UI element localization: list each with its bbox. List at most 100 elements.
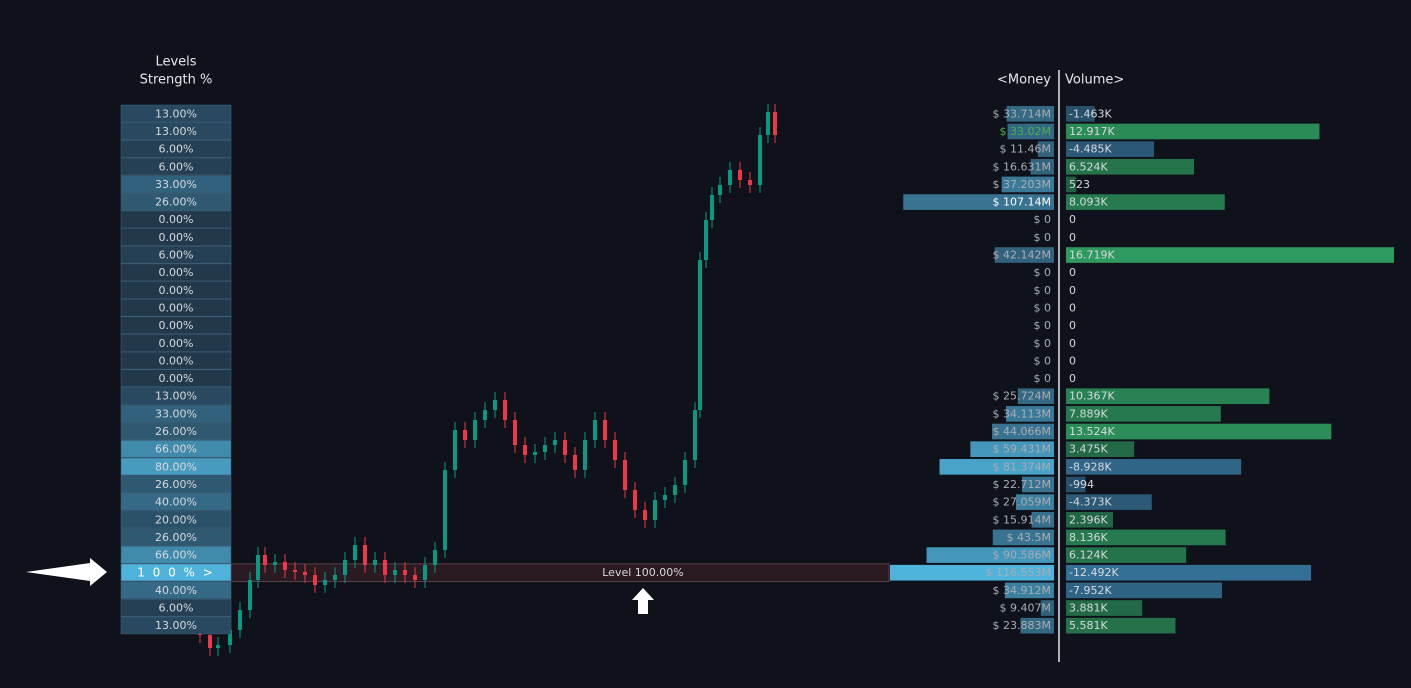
strength-cell <box>120 492 232 511</box>
volume-bar <box>1066 459 1242 475</box>
strength-label: 66.00% <box>155 443 197 456</box>
volume-label: 0 <box>1069 266 1076 279</box>
money-label: $ 33.02M <box>1000 125 1051 138</box>
volume-label: 523 <box>1069 178 1090 191</box>
volume-label: 5.581K <box>1069 619 1108 632</box>
money-label: $ 0 <box>1034 266 1052 279</box>
volume-label: 0 <box>1069 372 1076 385</box>
money-label: $ 81.374M <box>993 460 1051 473</box>
money-bar <box>1001 176 1054 193</box>
strength-cell <box>120 351 232 370</box>
volume-bar <box>1066 582 1223 599</box>
strength-cell <box>120 422 232 441</box>
money-bar <box>1037 141 1054 157</box>
volume-bar <box>1066 194 1225 210</box>
strength-cell <box>120 192 232 211</box>
money-label: $ 22.712M <box>993 478 1051 491</box>
strength-cell <box>120 440 232 458</box>
strength-cell <box>120 298 232 317</box>
strength-cell <box>120 245 232 264</box>
money-label: $ 33.714M <box>993 107 1051 120</box>
strength-cell <box>120 510 232 529</box>
money-label: $ 11.46M <box>1000 143 1051 156</box>
strength-cell <box>120 581 232 599</box>
strength-label: 33.00% <box>155 178 197 191</box>
strength-label: 26.00% <box>155 425 197 438</box>
volume-bar <box>1066 388 1270 405</box>
money-label: $ 34.113M <box>993 407 1051 420</box>
volume-label: 6.524K <box>1069 160 1108 173</box>
volume-bar <box>1066 494 1152 510</box>
strength-label: 20.00% <box>155 513 197 526</box>
volume-label: -7.952K <box>1069 584 1112 597</box>
money-bar <box>1006 106 1054 122</box>
money-label: $ 0 <box>1034 284 1052 297</box>
volume-bar <box>1066 158 1194 175</box>
money-bar <box>1006 406 1054 422</box>
money-label: $ 0 <box>1034 213 1052 226</box>
money-bar <box>1030 158 1054 175</box>
strength-label: 26.00% <box>155 531 197 544</box>
volume-label: 0 <box>1069 301 1076 314</box>
strength-cell <box>120 157 232 176</box>
volume-label: -4.373K <box>1069 496 1112 509</box>
strength-cell <box>120 334 232 352</box>
money-label: $ 37.203M <box>993 178 1051 191</box>
strength-cell <box>120 369 232 388</box>
volume-label: 2.396K <box>1069 513 1108 526</box>
money-bar <box>1040 600 1054 616</box>
volume-label: -994 <box>1069 478 1094 491</box>
strength-cell <box>120 228 232 246</box>
strength-cell <box>120 387 232 405</box>
volume-label: 3.475K <box>1069 443 1108 456</box>
money-bar <box>1017 388 1054 405</box>
strength-cell <box>120 281 232 299</box>
money-bar <box>903 194 1054 210</box>
strength-label: 26.00% <box>155 196 197 209</box>
volume-bar <box>1066 441 1135 457</box>
strength-label: 6.00% <box>159 602 194 615</box>
volume-label: 0 <box>1069 284 1076 297</box>
money-label: $ 27.059M <box>993 496 1051 509</box>
up-arrow <box>632 588 654 614</box>
strength-cell <box>120 616 232 635</box>
money-bar <box>1007 123 1054 140</box>
volume-label: 13.524K <box>1069 425 1115 438</box>
strength-cell <box>120 175 232 193</box>
volume-label: 10.367K <box>1069 390 1115 403</box>
level-band <box>230 563 890 582</box>
volume-label: 7.889K <box>1069 407 1108 420</box>
money-label: $ 0 <box>1034 337 1052 350</box>
money-bar <box>926 547 1054 563</box>
strength-label: 13.00% <box>155 125 197 138</box>
volume-label: 12.917K <box>1069 125 1115 138</box>
money-bar <box>994 247 1054 263</box>
strength-cell <box>120 563 232 582</box>
volume-bar <box>1066 617 1176 634</box>
strength-label: 40.00% <box>155 584 197 597</box>
volume-label: 0 <box>1069 337 1076 350</box>
volume-label: 6.124K <box>1069 549 1108 562</box>
money-label: $ 42.142M <box>993 249 1051 262</box>
money-label: $ 0 <box>1034 354 1052 367</box>
volume-bar <box>1066 529 1226 546</box>
volume-label: -4.485K <box>1069 143 1112 156</box>
volume-label: -12.492K <box>1069 566 1119 579</box>
volume-bar <box>1066 141 1154 157</box>
strength-label: 33.00% <box>155 407 197 420</box>
money-bar <box>1031 511 1054 528</box>
money-label: $ 9.407M <box>1000 602 1051 615</box>
strength-label: 0.00% <box>159 301 194 314</box>
strength-label: 0.00% <box>159 284 194 297</box>
strength-label: 0.00% <box>159 213 194 226</box>
strength-cell <box>120 140 232 158</box>
money-label: $ 116.553M <box>986 566 1051 579</box>
strength-cell <box>120 404 232 423</box>
money-bar <box>992 529 1054 546</box>
money-label: $ 59.431M <box>993 443 1051 456</box>
volume-bar <box>1066 176 1077 193</box>
volume-label: 0 <box>1069 319 1076 332</box>
volume-label: 8.136K <box>1069 531 1108 544</box>
volume-label: 0 <box>1069 354 1076 367</box>
